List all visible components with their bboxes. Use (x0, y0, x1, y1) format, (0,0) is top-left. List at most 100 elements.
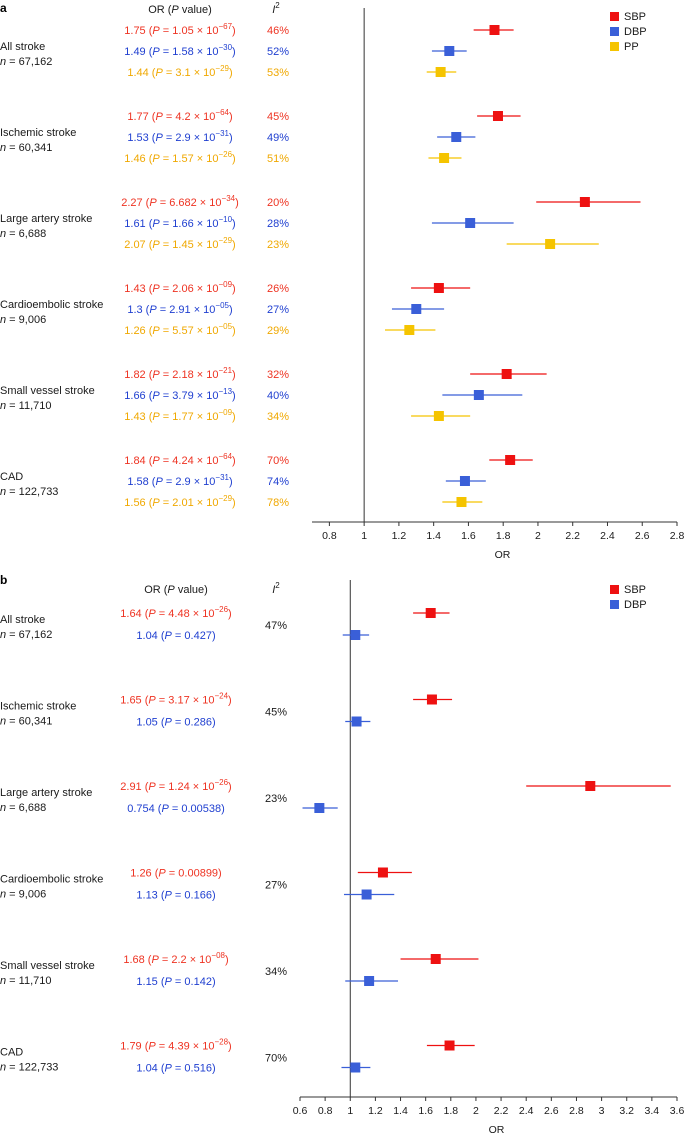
or-value: 1.43 ( (124, 411, 152, 423)
p-symbol: P (165, 717, 173, 729)
or-text-pp: 1.44 (P = 3.1 × 10−29) (127, 64, 232, 79)
row-i2-sbp: 45% (267, 111, 289, 123)
group-n: n = 67,162 (0, 56, 52, 68)
group-i2: 45% (265, 707, 287, 719)
legend-swatch-dbp (610, 27, 619, 36)
p-exponent: −13 (218, 387, 232, 396)
p-close: ) (228, 1041, 232, 1053)
x-tick-label: 3 (599, 1105, 605, 1117)
point-dbp (459, 476, 470, 486)
or-text-sbp: 1.65 (P = 3.17 × 10−24) (120, 692, 231, 707)
x-tick-label: 1 (347, 1105, 353, 1117)
x-tick-label: 1.2 (392, 530, 407, 542)
group-i2: 47% (265, 620, 287, 632)
p-close: ) (229, 304, 233, 316)
group-n-value: = 67,162 (6, 56, 52, 68)
p-mantissa: = 4.24 × 10 (160, 455, 219, 467)
p-mantissa: = 5.57 × 10 (160, 325, 219, 337)
or-text-sbp: 1.84 (P = 4.24 × 10−64) (124, 452, 235, 467)
point-sbp (492, 111, 503, 121)
group-i2: 34% (265, 966, 287, 978)
legend-swatch-pp (610, 42, 619, 51)
group-n-value: = 9,006 (6, 889, 46, 901)
or-text-pp: 1.26 (P = 5.57 × 10−05) (124, 322, 235, 337)
or-value: 2.91 ( (120, 781, 148, 793)
p-symbol: P (152, 325, 160, 337)
or-value: 1.44 ( (127, 67, 155, 79)
group-cardioembolic-stroke: Cardioembolic stroke n = 9,006 27% 1.26 (P … (0, 867, 412, 902)
p-mantissa: = 4.2 × 10 (163, 111, 216, 123)
p-close: ) (229, 111, 233, 123)
group-small-vessel-stroke: Small vessel stroke n = 11,710 34% 1.68 (P … (0, 951, 479, 988)
p-exponent: −09 (218, 408, 232, 417)
or-value: 1.77 ( (127, 111, 155, 123)
p-exponent: −05 (218, 322, 232, 331)
or-text-dbp: 1.3 (P = 2.91 × 10−05) (127, 301, 232, 316)
p-close: ) (228, 608, 232, 620)
x-tick-label: 2 (535, 530, 541, 542)
or-value: 1.13 ( (136, 890, 164, 902)
point-sbp (579, 197, 590, 207)
p-mantissa: = 3.79 × 10 (160, 390, 219, 402)
x-tick-label: 2.8 (569, 1105, 584, 1117)
or-text-pp: 1.46 (P = 1.57 × 10−26) (124, 150, 235, 165)
point-dbp (314, 803, 325, 813)
group-name: Cardioembolic stroke (0, 874, 103, 886)
row-i2-sbp: 70% (267, 455, 289, 467)
p-value: = 0.166) (172, 890, 216, 902)
p-exponent: −26 (218, 150, 232, 159)
p-exponent: −29 (218, 236, 232, 245)
p-symbol: P (149, 304, 157, 316)
p-exponent: −10 (218, 215, 232, 224)
or-value: 1.64 ( (120, 608, 148, 620)
group-n: n = 67,162 (0, 629, 52, 641)
group-cad: CAD n = 122,733 1.84 (P = 4.24 × 10−64) 70%… (0, 452, 533, 509)
p-mantissa: = 1.45 × 10 (160, 239, 219, 251)
x-tick-label: 2.2 (494, 1105, 509, 1117)
p-value: = 0.286) (172, 717, 216, 729)
row-i2-dbp: 52% (267, 46, 289, 58)
or-value: 1.04 ( (136, 1063, 164, 1075)
or-p-header: OR (P value) (144, 584, 208, 596)
p-symbol: P (152, 497, 160, 509)
group-n-symbol: n (0, 228, 6, 240)
p-exponent: −67 (218, 22, 232, 31)
legend-swatch-sbp (610, 12, 619, 21)
or-value: 1.61 ( (124, 218, 152, 230)
p-symbol: P (152, 153, 160, 165)
p-symbol: P (165, 890, 173, 902)
point-sbp (377, 867, 388, 878)
group-n: n = 122,733 (0, 486, 58, 498)
group-name: CAD (0, 1047, 23, 1059)
or-value: 1.3 ( (127, 304, 149, 316)
row-i2-pp: 78% (267, 497, 289, 509)
group-n-value: = 6,688 (6, 228, 46, 240)
or-text-dbp: 1.53 (P = 2.9 × 10−31) (127, 129, 232, 144)
or-value: 1.05 ( (136, 717, 164, 729)
p-close: ) (232, 218, 236, 230)
point-pp (439, 153, 450, 163)
p-close: ) (232, 390, 236, 402)
p-exponent: −08 (211, 951, 225, 960)
p-symbol: P (152, 283, 160, 295)
row-i2-dbp: 27% (267, 304, 289, 316)
or-header-p: P (167, 584, 175, 596)
group-n: n = 9,006 (0, 889, 46, 901)
row-i2-pp: 53% (267, 67, 289, 79)
group-name: CAD (0, 471, 23, 483)
p-close: ) (225, 954, 229, 966)
point-dbp (411, 304, 422, 314)
or-value: 1.84 ( (124, 455, 152, 467)
row-i2-pp: 34% (267, 411, 289, 423)
p-symbol: P (152, 218, 160, 230)
p-symbol: P (151, 954, 159, 966)
point-dbp (350, 630, 361, 640)
row-i2-pp: 51% (267, 153, 289, 165)
or-value: 2.07 ( (124, 239, 152, 251)
group-name: Small vessel stroke (0, 385, 95, 397)
p-symbol: P (161, 803, 169, 815)
p-mantissa: = 2.18 × 10 (160, 369, 219, 381)
row-i2-dbp: 28% (267, 218, 289, 230)
